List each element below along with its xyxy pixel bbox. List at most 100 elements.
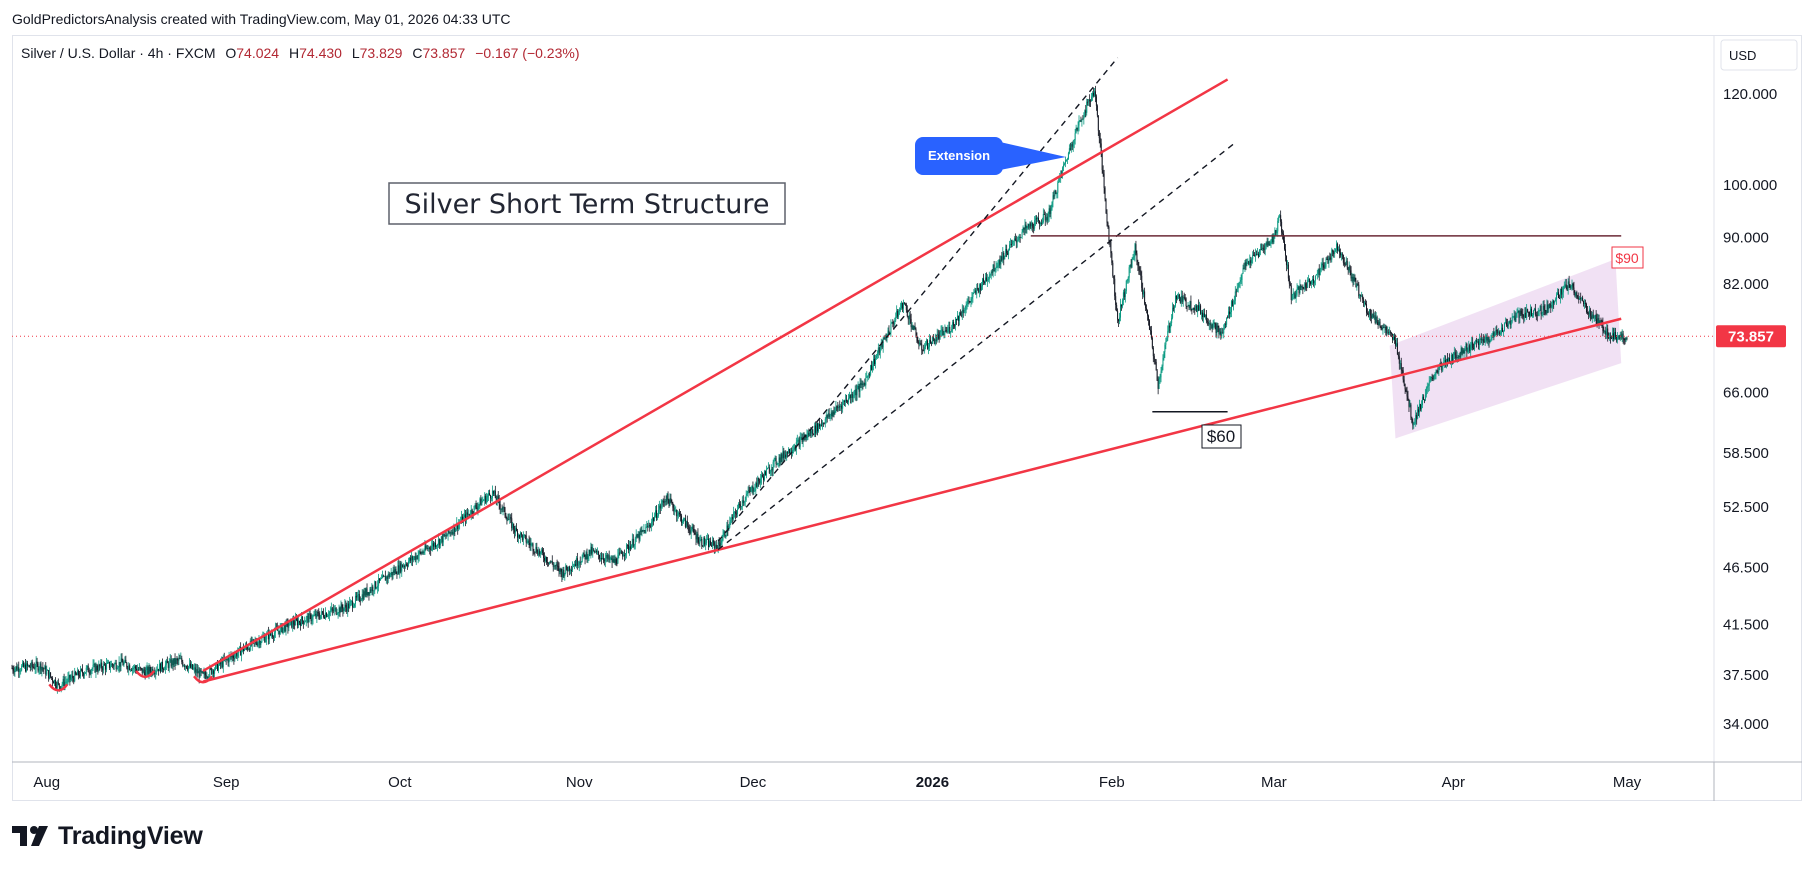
candle-body xyxy=(1581,297,1583,299)
candle-body xyxy=(407,565,409,567)
candle-body xyxy=(1586,311,1588,314)
candle-body xyxy=(1018,236,1020,240)
candle-body xyxy=(1428,381,1430,386)
candle-body xyxy=(1527,309,1529,312)
candle-body xyxy=(135,668,137,672)
currency-label[interactable]: USD xyxy=(1729,48,1756,63)
candle-body xyxy=(1610,337,1612,339)
candle-body xyxy=(99,664,101,667)
candle-body xyxy=(868,373,870,377)
candle-body xyxy=(570,569,572,571)
candle-body xyxy=(455,528,457,532)
candle-body xyxy=(605,554,607,558)
candle-body xyxy=(489,493,491,496)
candle-body xyxy=(79,675,81,677)
candle-body xyxy=(1291,295,1293,301)
candle-body xyxy=(396,573,398,575)
candle-body xyxy=(882,338,884,348)
candle-body xyxy=(319,616,321,619)
candle-body xyxy=(1476,341,1478,343)
candle-body xyxy=(246,646,248,650)
candle-body xyxy=(65,681,67,683)
candle-body xyxy=(676,510,678,517)
candle-body xyxy=(358,594,360,601)
candle-body xyxy=(653,518,655,521)
candle-body xyxy=(1281,221,1283,233)
candle-body xyxy=(57,682,59,684)
candle-body xyxy=(1264,245,1266,250)
candle-body xyxy=(952,322,954,330)
candle-body xyxy=(156,670,158,672)
candle-body xyxy=(792,449,794,451)
candle-body xyxy=(1120,304,1122,318)
candle-body xyxy=(900,308,902,310)
candle-body xyxy=(314,613,316,616)
candle-body xyxy=(1389,331,1391,334)
candle-body xyxy=(1380,327,1382,328)
candle-body xyxy=(1375,316,1377,323)
candle-body xyxy=(231,655,233,658)
candle-body xyxy=(1377,322,1379,326)
candle-body xyxy=(645,526,647,534)
candle-body xyxy=(261,637,263,642)
candle-body xyxy=(1502,327,1504,332)
candle-body xyxy=(1077,125,1079,130)
candle-body xyxy=(961,309,963,316)
candle-body xyxy=(649,525,651,527)
extension-label: Extension xyxy=(928,148,990,163)
candle-body xyxy=(1526,309,1528,318)
candle-body xyxy=(1330,257,1332,260)
candle-body xyxy=(892,322,894,324)
candle-body xyxy=(894,320,896,325)
candle-body xyxy=(47,670,49,671)
candle-body xyxy=(490,498,492,499)
currency-button-frame[interactable] xyxy=(1720,39,1798,71)
candle-body xyxy=(622,553,624,557)
candle-body xyxy=(618,552,620,555)
candle-body xyxy=(504,507,506,516)
candle-body xyxy=(1134,244,1136,257)
candle-body xyxy=(1267,241,1269,246)
candle-body xyxy=(184,665,186,667)
candle-body xyxy=(1166,338,1168,342)
candle-body xyxy=(1315,274,1317,276)
candle-body xyxy=(1518,310,1520,318)
candle-body xyxy=(271,634,273,636)
candle-body xyxy=(975,290,977,294)
candle-body xyxy=(620,551,622,553)
candle-body xyxy=(955,318,957,321)
candle-body xyxy=(846,399,848,402)
candle-body xyxy=(1286,264,1288,266)
candle-body xyxy=(1458,355,1460,358)
candle-body xyxy=(821,422,823,425)
candle-body xyxy=(353,603,355,607)
candle-body xyxy=(1453,352,1455,354)
candle-body xyxy=(811,429,813,434)
candle-body xyxy=(646,525,648,527)
candle-body xyxy=(519,532,521,538)
candle-body xyxy=(71,675,73,679)
candle-body xyxy=(818,424,820,432)
candle-body xyxy=(1006,248,1008,254)
candle-body xyxy=(1224,323,1226,329)
candle-body xyxy=(1078,120,1080,126)
candle-body xyxy=(441,536,443,543)
candle-body xyxy=(12,668,14,671)
candle-body xyxy=(151,669,153,674)
candle-body xyxy=(380,578,382,581)
candle-body xyxy=(994,270,996,272)
candle-body xyxy=(619,552,621,554)
candle-body xyxy=(709,540,711,546)
candle-body xyxy=(1363,299,1365,304)
candle-body xyxy=(859,383,861,392)
candle-body xyxy=(1106,213,1108,223)
candle-body xyxy=(158,668,160,672)
candle-body xyxy=(1331,249,1333,260)
candle-body xyxy=(804,434,806,440)
tradingview-logo[interactable]: TradingView xyxy=(12,822,203,851)
candle-body xyxy=(371,586,373,592)
candle-body xyxy=(1332,249,1334,253)
candle-body xyxy=(353,606,355,608)
candle-body xyxy=(1393,336,1395,340)
